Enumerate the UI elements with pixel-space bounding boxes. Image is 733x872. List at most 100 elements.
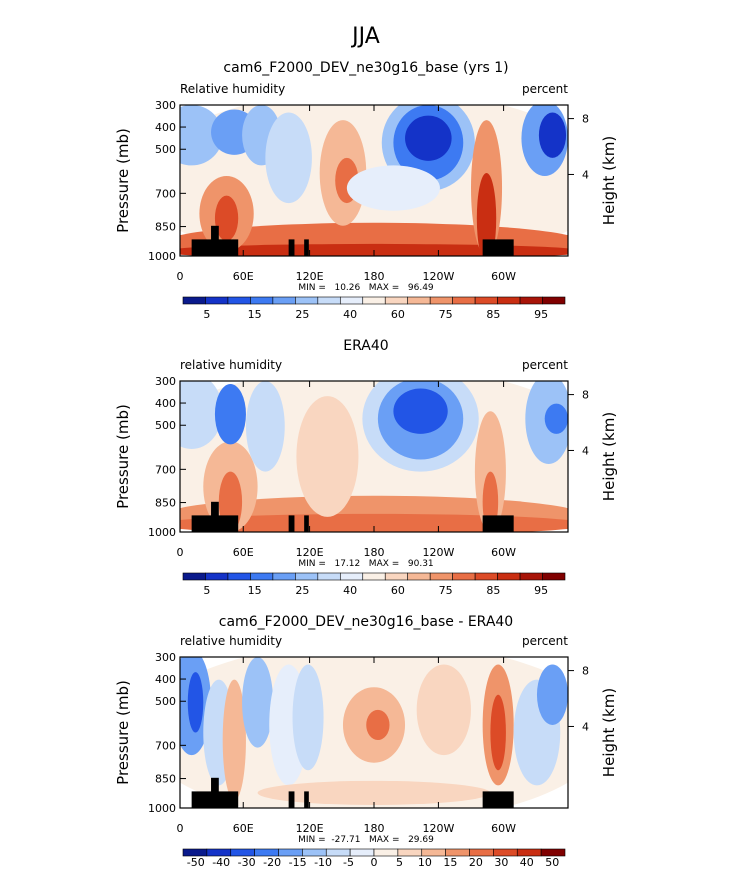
y-tick-label: 500 xyxy=(155,419,176,432)
colorbar-swatch xyxy=(295,296,319,305)
colorbar-swatch xyxy=(230,848,255,857)
chart-panel-1: cam6_F2000_DEV_ne30g16_base (yrs 1) Relat… xyxy=(114,60,618,321)
contour-region xyxy=(490,694,506,771)
colorbar-label: -10 xyxy=(314,856,332,869)
left-label: Relative humidity xyxy=(180,82,285,96)
colorbar-label: -30 xyxy=(238,856,256,869)
colorbar-swatch xyxy=(407,296,431,305)
y-axis-right-label: Height (km) xyxy=(600,688,618,777)
x-tick-label: 180 xyxy=(364,822,385,835)
contour-region xyxy=(257,780,491,805)
x-tick-label: 0 xyxy=(177,822,184,835)
y-right-tick-label: 4 xyxy=(582,720,589,733)
x-tick-label: 120E xyxy=(296,822,324,835)
colorbar-swatch xyxy=(227,572,251,581)
colorbar-swatch xyxy=(516,848,542,857)
contour-region xyxy=(242,657,274,748)
colorbar-label: 15 xyxy=(443,856,457,869)
colorbar-swatch xyxy=(407,572,431,581)
colorbar-swatch xyxy=(542,572,566,581)
topography-mask xyxy=(191,791,239,808)
colorbar-swatch xyxy=(205,572,229,581)
colorbar-label: 40 xyxy=(343,308,357,321)
colorbar-label: 40 xyxy=(343,584,357,597)
colorbar-swatch xyxy=(452,572,476,581)
x-tick-label: 60E xyxy=(233,270,254,283)
colorbar-swatch xyxy=(250,572,274,581)
x-tick-label: 120E xyxy=(296,270,324,283)
y-right-tick-label: 8 xyxy=(582,389,589,402)
colorbar-swatch xyxy=(429,296,453,305)
colorbar-swatch xyxy=(278,848,303,857)
colorbar-swatch xyxy=(474,296,498,305)
contour-region xyxy=(544,403,568,434)
contour-region xyxy=(222,679,246,801)
topography-mask xyxy=(482,239,514,256)
contour-region xyxy=(187,672,204,733)
y-right-tick-label: 4 xyxy=(582,444,589,457)
topography-mask xyxy=(304,515,309,532)
y-tick-label: 700 xyxy=(155,739,176,752)
colorbar-label: 75 xyxy=(439,584,453,597)
colorbar-swatch xyxy=(325,848,351,857)
colorbar-swatch xyxy=(497,296,521,305)
colorbar-swatch xyxy=(254,848,279,857)
x-tick-label: 120E xyxy=(296,546,324,559)
colorbar-swatch xyxy=(519,296,543,305)
y-tick-label: 850 xyxy=(155,773,176,786)
colorbar-swatch xyxy=(452,296,476,305)
chart-panel-2: ERA40 relative humidity percent Pressure (m… xyxy=(114,338,618,597)
x-tick-label: 120W xyxy=(422,546,454,559)
topography-mask xyxy=(288,239,295,256)
min-max-stats: MIN = 10.26 MAX = 96.49 xyxy=(298,283,434,293)
x-tick-label: 120W xyxy=(422,822,454,835)
colorbar-swatch xyxy=(421,848,446,857)
colorbar-label: -20 xyxy=(263,856,281,869)
y-tick-label: 300 xyxy=(155,651,176,664)
y-tick-label: 400 xyxy=(155,121,176,134)
right-label: percent xyxy=(522,82,568,96)
colorbar-swatch xyxy=(317,572,341,581)
colorbar-label: 75 xyxy=(439,308,453,321)
colorbar-label: 95 xyxy=(534,308,548,321)
topography-mask xyxy=(211,777,219,793)
left-label: relative humidity xyxy=(180,358,282,372)
contour-region xyxy=(366,709,390,741)
colorbar-label: 25 xyxy=(295,584,309,597)
colorbar-swatch xyxy=(429,572,453,581)
colorbar-label: 5 xyxy=(396,856,403,869)
colorbar-label: 40 xyxy=(520,856,534,869)
topography-mask xyxy=(482,791,514,808)
x-tick-label: 0 xyxy=(177,546,184,559)
topography-mask xyxy=(304,239,309,256)
colorbar-swatch xyxy=(227,296,251,305)
contour-region xyxy=(245,381,285,472)
colorbar-swatch xyxy=(317,296,341,305)
contour-region xyxy=(346,165,440,211)
colorbar-swatch xyxy=(349,848,375,857)
colorbar-swatch xyxy=(469,848,494,857)
chart-title: ERA40 xyxy=(343,338,388,354)
topography-mask xyxy=(211,225,219,241)
chart-panel-3: cam6_F2000_DEV_ne30g16_base - ERA40 relat… xyxy=(114,614,618,869)
contour-region xyxy=(538,112,567,158)
colorbar-label: 5 xyxy=(203,308,210,321)
contour-region xyxy=(214,384,246,445)
y-axis-label: Pressure (mb) xyxy=(114,404,132,509)
colorbar-swatch xyxy=(362,572,386,581)
left-label: relative humidity xyxy=(180,634,282,648)
colorbar-swatch xyxy=(497,572,521,581)
y-tick-label: 700 xyxy=(155,187,176,200)
contour-region xyxy=(180,513,568,532)
colorbar-swatch xyxy=(542,296,566,305)
y-axis-right-label: Height (km) xyxy=(600,136,618,225)
right-label: percent xyxy=(522,634,568,648)
contour-region xyxy=(405,115,452,161)
colorbar-label: 60 xyxy=(391,584,405,597)
contour-region xyxy=(265,112,312,204)
x-tick-label: 60E xyxy=(233,822,254,835)
y-right-tick-label: 4 xyxy=(582,168,589,181)
contour-field xyxy=(180,105,568,256)
colorbar-label: 95 xyxy=(534,584,548,597)
contour-region xyxy=(292,664,324,771)
